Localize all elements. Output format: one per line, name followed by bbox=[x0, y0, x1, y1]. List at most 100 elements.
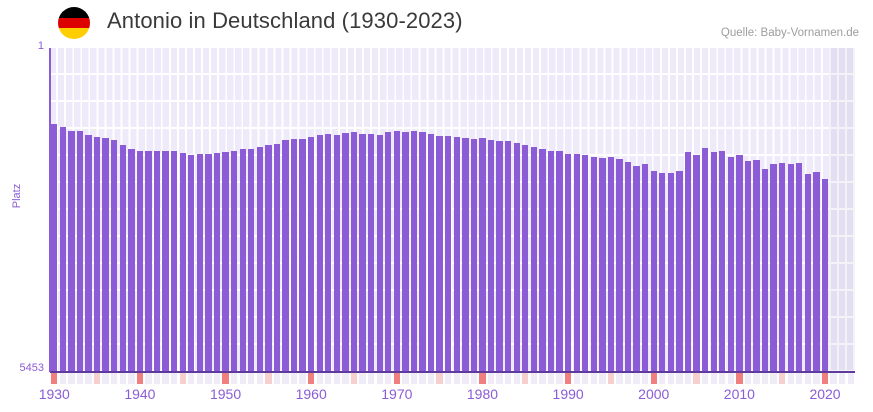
strip-cell-decade bbox=[821, 373, 829, 384]
bar bbox=[744, 161, 752, 372]
chart-header: Antonio in Deutschland (1930-2023) Quell… bbox=[0, 0, 873, 44]
bar bbox=[453, 137, 460, 372]
strip-cell-neutral bbox=[59, 373, 66, 384]
strip-cell-neutral bbox=[573, 373, 580, 384]
y-axis-max-label: 1 bbox=[37, 40, 44, 52]
strip-cell-neutral bbox=[239, 373, 246, 384]
strip-cell-halfdecade bbox=[265, 373, 272, 384]
strip-cell-neutral bbox=[299, 373, 306, 384]
bar bbox=[633, 165, 640, 372]
strip-cell-neutral bbox=[248, 373, 255, 384]
bar bbox=[239, 149, 246, 372]
strip-cell-decade bbox=[736, 373, 743, 384]
strip-cell-neutral bbox=[590, 373, 597, 384]
x-tick-1990: 1990 bbox=[552, 386, 584, 402]
bar bbox=[316, 135, 323, 372]
strip-cell-neutral bbox=[102, 373, 109, 384]
bar bbox=[119, 144, 126, 372]
bar bbox=[470, 139, 478, 372]
strip-cell-neutral bbox=[273, 373, 281, 384]
bar bbox=[650, 170, 657, 372]
source-attribution: Quelle: Baby-Vornamen.de bbox=[720, 27, 859, 39]
bar bbox=[753, 160, 760, 372]
bar bbox=[102, 137, 109, 372]
bar bbox=[248, 148, 255, 372]
bar bbox=[427, 134, 435, 372]
strip-cell-neutral bbox=[710, 373, 717, 384]
bar bbox=[419, 132, 426, 372]
bar bbox=[290, 138, 298, 372]
strip-cell-neutral bbox=[624, 373, 632, 384]
x-tick-1940: 1940 bbox=[124, 386, 156, 402]
bar bbox=[547, 150, 555, 372]
x-tick-1980: 1980 bbox=[466, 386, 499, 402]
bar bbox=[564, 153, 572, 372]
strip-cell-neutral bbox=[487, 373, 495, 384]
strip-cell-neutral bbox=[659, 373, 666, 384]
bar bbox=[393, 130, 400, 372]
strip-cell-decade bbox=[479, 373, 486, 384]
bar bbox=[325, 133, 332, 372]
strip-cell-neutral bbox=[427, 373, 435, 384]
strip-cell-halfdecade bbox=[93, 373, 101, 384]
strip-cell-neutral bbox=[290, 373, 298, 384]
strip-cell-neutral bbox=[76, 373, 84, 384]
bar bbox=[701, 148, 709, 372]
strip-cell-halfdecade bbox=[350, 373, 358, 384]
strip-cell-neutral bbox=[367, 373, 375, 384]
strip-cell-decade bbox=[136, 373, 144, 384]
bar bbox=[556, 151, 563, 372]
x-axis-line bbox=[50, 371, 855, 373]
bar bbox=[813, 172, 820, 372]
strip-cell-halfdecade bbox=[436, 373, 443, 384]
strip-cell-neutral bbox=[504, 373, 512, 384]
bar bbox=[582, 154, 589, 372]
strip-cell-neutral bbox=[813, 373, 820, 384]
strip-cell-neutral bbox=[316, 373, 323, 384]
strip-cell-neutral bbox=[667, 373, 675, 384]
strip-cell-decade bbox=[393, 373, 400, 384]
bar bbox=[796, 163, 803, 372]
strip-cell-neutral bbox=[282, 373, 289, 384]
bar bbox=[693, 155, 700, 372]
bar bbox=[487, 140, 495, 372]
bar bbox=[402, 131, 409, 372]
bar bbox=[761, 168, 769, 372]
x-tick-2020: 2020 bbox=[809, 386, 841, 402]
bar bbox=[162, 151, 169, 372]
bar bbox=[607, 156, 615, 372]
strip-cell-decade bbox=[650, 373, 657, 384]
bar bbox=[196, 154, 204, 372]
bar bbox=[590, 157, 597, 372]
strip-cell-neutral bbox=[830, 373, 837, 384]
bar bbox=[265, 144, 272, 372]
strip-cell-neutral bbox=[642, 373, 649, 384]
bar bbox=[85, 134, 92, 372]
x-tick-1970: 1970 bbox=[381, 386, 413, 402]
strip-cell-neutral bbox=[153, 373, 161, 384]
bar bbox=[188, 155, 195, 372]
strip-cell-neutral bbox=[847, 373, 854, 384]
bar bbox=[111, 139, 118, 372]
bar bbox=[385, 132, 392, 372]
strip-cell-neutral bbox=[376, 373, 383, 384]
decade-marker-strip bbox=[50, 373, 855, 384]
strip-cell-neutral bbox=[470, 373, 478, 384]
strip-cell-neutral bbox=[633, 373, 640, 384]
bar bbox=[436, 135, 443, 372]
strip-cell-neutral bbox=[727, 373, 734, 384]
strip-cell-neutral bbox=[385, 373, 392, 384]
strip-cell-neutral bbox=[196, 373, 204, 384]
bar bbox=[342, 132, 349, 372]
bar bbox=[59, 127, 66, 372]
bar bbox=[479, 138, 486, 372]
strip-cell-neutral bbox=[213, 373, 221, 384]
bar bbox=[513, 142, 520, 372]
strip-cell-halfdecade bbox=[522, 373, 529, 384]
bar bbox=[51, 124, 58, 372]
strip-cell-neutral bbox=[342, 373, 349, 384]
bar bbox=[659, 172, 666, 372]
strip-cell-neutral bbox=[333, 373, 341, 384]
strip-cell-decade bbox=[308, 373, 315, 384]
strip-cell-neutral bbox=[753, 373, 760, 384]
